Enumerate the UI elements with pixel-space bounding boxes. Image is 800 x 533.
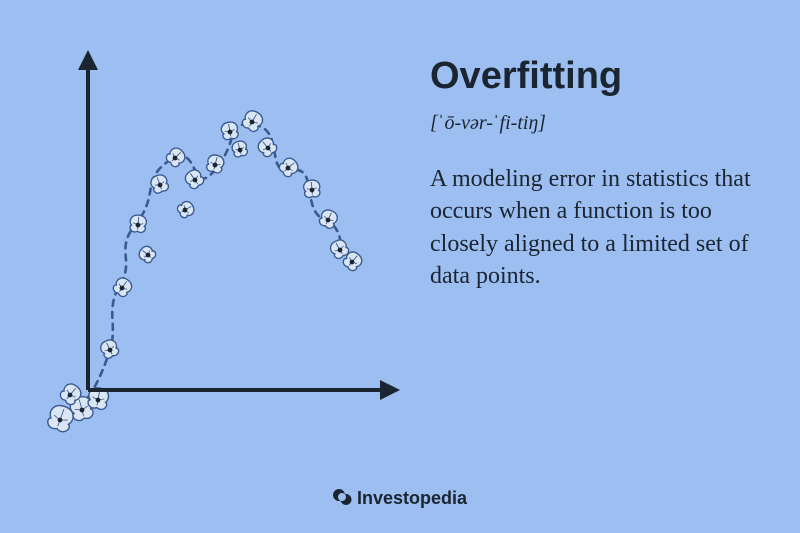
data-point-leaf (183, 167, 206, 190)
brand-footer: Investopedia (0, 486, 800, 511)
data-point-leaf (277, 155, 300, 178)
data-point-leaf (240, 108, 265, 133)
data-point-leaf (318, 208, 340, 230)
data-point-leaf (137, 244, 158, 265)
data-point-leaf (205, 153, 225, 174)
data-point-leaf (176, 199, 196, 219)
overfitting-chart (40, 50, 400, 440)
brand-logo-icon (333, 486, 353, 511)
data-point-leaf (149, 173, 170, 195)
data-point-leaf (129, 214, 147, 232)
data-point-leaf (231, 140, 249, 158)
data-point-leaf (220, 121, 239, 141)
data-point-leaf (303, 179, 321, 197)
data-point-leaf (164, 145, 188, 169)
pronunciation: [ˈō-vər-ˈfi-tiŋ] (430, 112, 770, 135)
infographic-canvas: Overfitting [ˈō-vər-ˈfi-tiŋ] A modeling … (0, 0, 800, 533)
text-panel: Overfitting [ˈō-vər-ˈfi-tiŋ] A modeling … (430, 55, 770, 293)
definition-text: A modeling error in statistics that occu… (430, 163, 770, 293)
term-title: Overfitting (430, 55, 770, 98)
brand-name: Investopedia (357, 488, 467, 508)
chart-area (40, 50, 400, 430)
data-point-leaf (99, 338, 121, 360)
